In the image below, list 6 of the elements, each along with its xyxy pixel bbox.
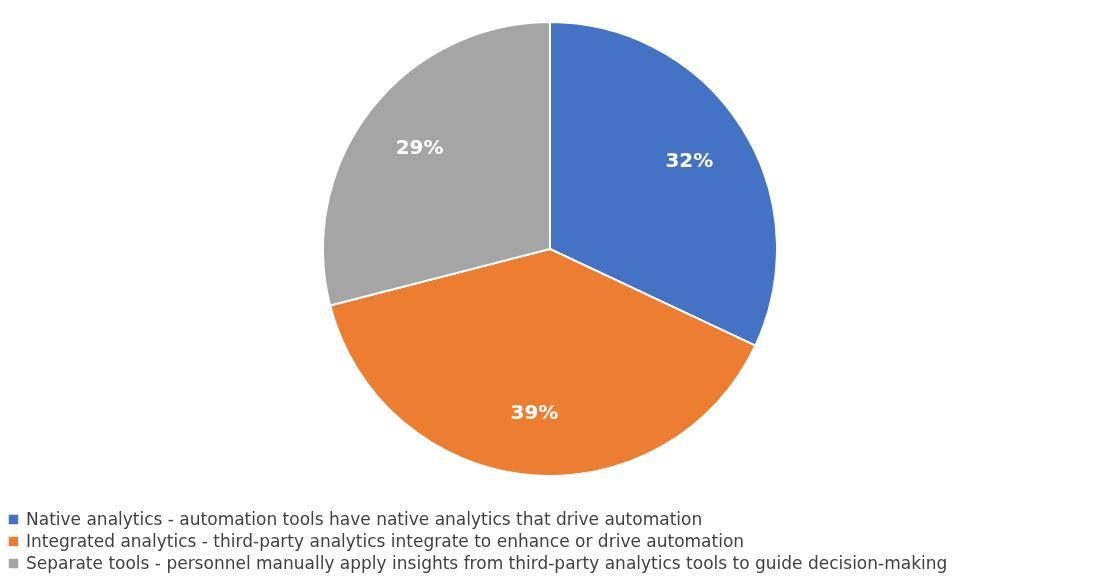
- data-label: 32%: [665, 147, 714, 172]
- legend-label: Integrated analytics - third-party analytics integrate to enhance or drive automation: [26, 530, 745, 551]
- data-label: 29%: [395, 134, 444, 159]
- legend-label: Native analytics - automation tools have native analytics that drive automation: [26, 508, 703, 529]
- legend-label: Separate tools - personnel manually apply insights from third-party analytics tools to guide decision-making: [26, 552, 948, 573]
- data-label: 39%: [510, 400, 559, 425]
